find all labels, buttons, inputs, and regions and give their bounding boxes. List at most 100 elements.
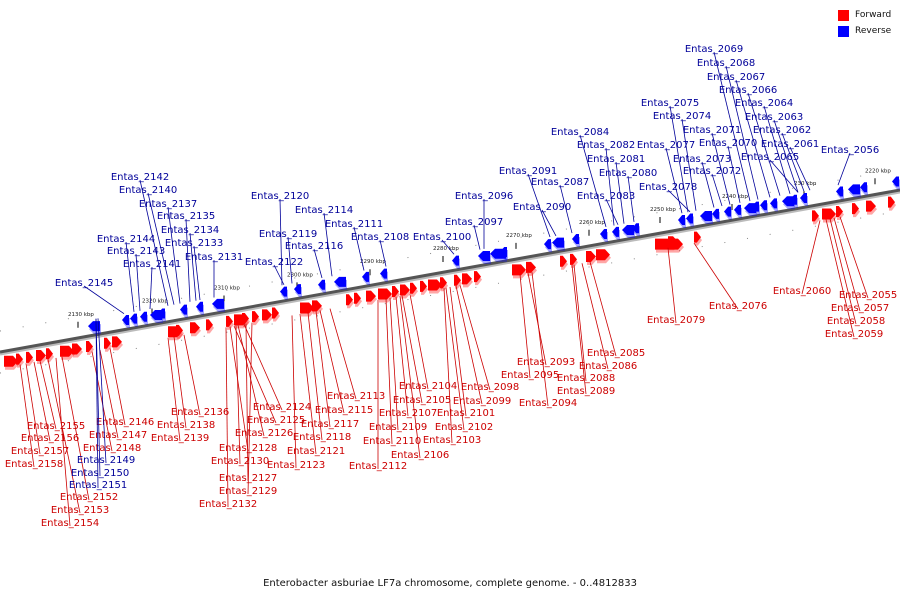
reverse-gene-label: Entas_2120 <box>251 191 309 202</box>
forward-gene <box>888 196 895 208</box>
forward-gene-label: Entas_2109 <box>369 422 427 433</box>
forward-gene-label-leader <box>61 356 90 501</box>
reverse-gene-label: Entas_2137 <box>139 199 197 210</box>
forward-gene-label: Entas_2124 <box>253 402 311 413</box>
reverse-gene-label-leader <box>773 119 799 193</box>
forward-gene <box>176 324 183 336</box>
forward-gene-label: Entas_2138 <box>157 420 215 431</box>
reverse-gene-label-leader <box>279 198 283 286</box>
forward-gene-label: Entas_2155 <box>27 421 85 432</box>
reverse-gene-label-leader <box>273 264 285 286</box>
reverse-gene-label-leader <box>189 232 197 301</box>
reverse-gene <box>572 234 579 245</box>
reverse-gene-label: Entas_2064 <box>735 98 793 109</box>
scale-label: 2220 kbp <box>865 168 891 174</box>
forward-gene-label: Entas_2079 <box>647 315 705 326</box>
forward-gene <box>586 251 596 263</box>
forward-gene <box>570 253 577 265</box>
forward-gene-label-leader <box>247 322 253 495</box>
forward-gene-label-leader <box>693 242 739 310</box>
forward-gene-label-leader <box>25 363 41 455</box>
reverse-gene-label: Entas_2071 <box>683 125 741 136</box>
forward-gene <box>272 307 279 319</box>
forward-gene <box>242 312 249 324</box>
reverse-gene-label-leader <box>313 248 323 279</box>
forward-gene-label: Entas_2158 <box>5 459 63 470</box>
reverse-gene-label: Entas_2081 <box>587 154 645 165</box>
forward-gene-label: Entas_2107 <box>379 408 437 419</box>
reverse-gene-label: Entas_2073 <box>673 154 731 165</box>
forward-gene-label-leader <box>531 272 549 407</box>
reverse-gene-label: Entas_2062 <box>753 125 811 136</box>
reverse-gene <box>734 204 741 215</box>
reverse-gene-label-leader <box>681 118 697 211</box>
reverse-gene-label: Entas_2141 <box>123 259 181 270</box>
reverse-gene-label-leader <box>441 239 455 255</box>
reverse-gene-label: Entas_2150 <box>71 468 129 479</box>
forward-gene <box>300 302 314 314</box>
reverse-gene <box>122 315 129 326</box>
forward-gene-label-leader <box>829 218 857 325</box>
forward-gene <box>462 273 472 285</box>
reverse-gene-label: Entas_2145 <box>55 278 113 289</box>
reverse-gene-label-leader <box>287 236 293 284</box>
reverse-gene-label: Entas_2087 <box>531 177 589 188</box>
reverse-gene-label-leader <box>711 173 723 207</box>
forward-gene-label: Entas_2130 <box>211 456 269 467</box>
reverse-gene-label: Entas_2144 <box>97 234 155 245</box>
reverse-gene <box>836 186 843 197</box>
forward-gene <box>668 236 678 248</box>
reverse-gene-label-leader <box>579 134 607 228</box>
forward-gene <box>694 231 701 243</box>
forward-gene-label: Entas_2059 <box>825 329 883 340</box>
forward-gene-label-leader <box>589 261 617 357</box>
reverse-gene <box>380 268 387 279</box>
forward-gene <box>454 274 461 286</box>
reverse-gene-label-leader <box>615 161 625 224</box>
forward-gene-label-leader <box>235 325 241 465</box>
forward-gene-label: Entas_2093 <box>517 357 575 368</box>
reverse-gene-label-leader <box>605 198 619 225</box>
reverse-gene-label: Entas_2061 <box>761 139 819 150</box>
legend-forward-label: Forward <box>855 10 892 20</box>
forward-gene-label: Entas_2105 <box>393 395 451 406</box>
reverse-gene-label: Entas_2069 <box>685 44 743 55</box>
forward-gene-label: Entas_2058 <box>827 316 885 327</box>
reverse-gene <box>752 201 759 212</box>
forward-gene-label-leader <box>573 264 587 382</box>
forward-gene <box>112 336 122 348</box>
forward-gene-label-leader <box>443 288 453 444</box>
forward-gene-label: Entas_2094 <box>519 398 577 409</box>
reverse-gene-label: Entas_2072 <box>683 166 741 177</box>
forward-gene <box>526 261 536 273</box>
forward-gene <box>378 288 392 300</box>
forward-gene-label-leader <box>19 364 35 468</box>
forward-gene-label: Entas_2057 <box>831 303 889 314</box>
forward-swatch <box>838 9 849 21</box>
reverse-gene-label: Entas_2108 <box>351 232 409 243</box>
forward-gene-label: Entas_2156 <box>21 433 79 444</box>
reverse-gene <box>612 226 619 237</box>
forward-gene-label: Entas_2146 <box>96 417 154 428</box>
reverse-gene-label: Entas_2091 <box>499 166 557 177</box>
reverse-gene-label: Entas_2082 <box>577 140 635 151</box>
forward-gene-label: Entas_2152 <box>60 492 118 503</box>
reverse-gene-label: Entas_2077 <box>637 140 695 151</box>
reverse-gene <box>544 239 551 250</box>
forward-gene-label-leader <box>459 285 491 391</box>
forward-gene-label-leader <box>455 285 483 405</box>
forward-gene-label-leader <box>385 298 393 445</box>
reverse-gene-label-leader <box>353 226 365 271</box>
reverse-gene-label-leader <box>763 105 791 194</box>
forward-gene-label-leader <box>225 327 229 508</box>
reverse-gene-label-leader <box>185 218 191 302</box>
reverse-gene-label-leader <box>769 159 799 193</box>
reverse-gene-label: Entas_2074 <box>653 111 711 122</box>
reverse-gene <box>712 208 719 219</box>
forward-gene-label: Entas_2086 <box>579 361 637 372</box>
reverse-gene-label-leader <box>193 245 201 301</box>
forward-gene-label-leader <box>801 220 821 295</box>
reverse-gene <box>622 225 634 236</box>
forward-gene <box>252 311 259 323</box>
